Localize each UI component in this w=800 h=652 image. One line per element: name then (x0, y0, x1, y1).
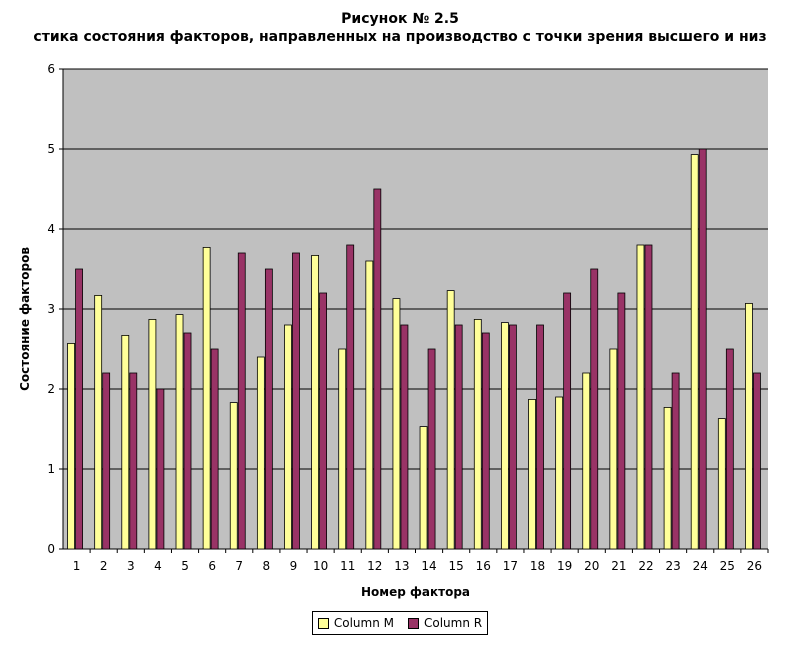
bar-m-16 (473, 318, 482, 550)
bar-m-10 (311, 254, 319, 550)
bar-m-24 (690, 154, 699, 550)
bar-m-18 (528, 398, 536, 550)
bar-r-13 (400, 324, 409, 550)
y-tick-label-6: 6 (47, 62, 55, 76)
bar-r-4 (156, 388, 165, 550)
legend-item-r: Column R (408, 616, 482, 630)
x-tick-label-9: 9 (290, 559, 298, 573)
bar-m-17 (501, 322, 509, 550)
bar-m-8 (256, 356, 265, 550)
x-tick-label-4: 4 (154, 559, 162, 573)
bar-r-7 (237, 252, 246, 550)
bar-m-13 (392, 298, 401, 550)
x-tick-label-2: 2 (100, 559, 108, 573)
bar-m-23 (663, 406, 672, 550)
bar-m-19 (555, 396, 564, 550)
bar-r-26 (753, 372, 761, 550)
bar-r-2 (102, 372, 111, 550)
x-tick-label-11: 11 (340, 559, 355, 573)
bar-m-9 (284, 324, 292, 550)
bar-m-26 (745, 302, 753, 550)
bar-m-5 (175, 314, 184, 550)
bar-m-14 (419, 426, 428, 550)
x-tick-label-26: 26 (747, 559, 762, 573)
bar-m-4 (148, 318, 157, 550)
x-tick-label-5: 5 (181, 559, 189, 573)
bar-m-12 (365, 260, 374, 550)
bar-m-1 (67, 342, 75, 550)
bar-m-15 (446, 290, 455, 550)
y-tick-label-4: 4 (47, 222, 55, 236)
x-tick-label-13: 13 (394, 559, 409, 573)
title-block: Рисунок № 2.5 стика состояния факторов, … (0, 10, 800, 45)
bar-r-3 (129, 372, 138, 550)
bar-m-7 (229, 402, 238, 550)
bar-r-1 (75, 268, 83, 550)
x-tick-label-7: 7 (235, 559, 243, 573)
x-tick-label-12: 12 (367, 559, 382, 573)
bar-r-20 (590, 268, 599, 550)
legend-label-r: Column R (424, 616, 483, 630)
bar-m-22 (636, 244, 645, 550)
legend-label-m: Column M (333, 616, 394, 630)
chart-title: Рисунок № 2.5 (341, 11, 459, 27)
bar-r-25 (725, 348, 734, 550)
y-tick-label-2: 2 (47, 382, 55, 396)
y-tick-label-0: 0 (47, 542, 55, 556)
bar-r-21 (617, 292, 626, 550)
bar-r-5 (183, 332, 192, 550)
x-tick-label-20: 20 (584, 559, 599, 573)
bar-m-2 (94, 294, 103, 550)
x-tick-label-17: 17 (503, 559, 518, 573)
bar-r-9 (292, 252, 300, 550)
legend-swatch-m (317, 617, 329, 629)
bar-r-24 (698, 148, 707, 550)
bar-r-6 (210, 348, 219, 550)
bar-r-10 (319, 292, 327, 550)
x-tick-label-25: 25 (720, 559, 735, 573)
x-tick-label-6: 6 (208, 559, 216, 573)
x-tick-label-22: 22 (638, 559, 653, 573)
bar-r-23 (671, 372, 680, 550)
bar-r-8 (264, 268, 273, 550)
x-tick-label-19: 19 (557, 559, 572, 573)
x-tick-label-8: 8 (263, 559, 271, 573)
x-axis-title: Номер фактора (361, 585, 470, 599)
bar-m-25 (717, 418, 726, 550)
bar-m-20 (582, 372, 591, 550)
legend-swatch-r (408, 617, 419, 629)
bar-m-6 (202, 246, 211, 550)
y-tick-label-3: 3 (47, 302, 55, 316)
x-tick-label-10: 10 (313, 559, 328, 573)
bar-r-18 (536, 324, 544, 550)
x-tick-label-24: 24 (693, 559, 708, 573)
x-tick-label-15: 15 (449, 559, 464, 573)
bar-r-16 (481, 332, 490, 550)
legend: Column M Column R (312, 611, 488, 635)
bar-r-17 (509, 324, 517, 550)
x-tick-label-18: 18 (530, 559, 545, 573)
x-tick-label-1: 1 (73, 559, 81, 573)
x-tick-label-3: 3 (127, 559, 135, 573)
bar-r-22 (644, 244, 653, 550)
legend-item-m: Column M (317, 616, 394, 630)
bar-r-14 (427, 348, 436, 550)
bar-m-21 (609, 348, 618, 550)
x-tick-label-21: 21 (611, 559, 626, 573)
bar-r-11 (346, 244, 355, 550)
x-tick-label-16: 16 (476, 559, 491, 573)
chart-subtitle: стика состояния факторов, направленных н… (33, 29, 767, 45)
bar-m-11 (338, 348, 347, 550)
x-tick-label-14: 14 (421, 559, 436, 573)
y-axis-title: Состояние факторов (18, 247, 32, 391)
x-tick-label-23: 23 (665, 559, 680, 573)
bar-r-15 (454, 324, 463, 550)
y-tick-label-5: 5 (47, 142, 55, 156)
bar-r-19 (563, 292, 572, 550)
bar-m-3 (121, 334, 130, 550)
bar-r-12 (373, 188, 382, 550)
y-tick-label-1: 1 (47, 462, 55, 476)
